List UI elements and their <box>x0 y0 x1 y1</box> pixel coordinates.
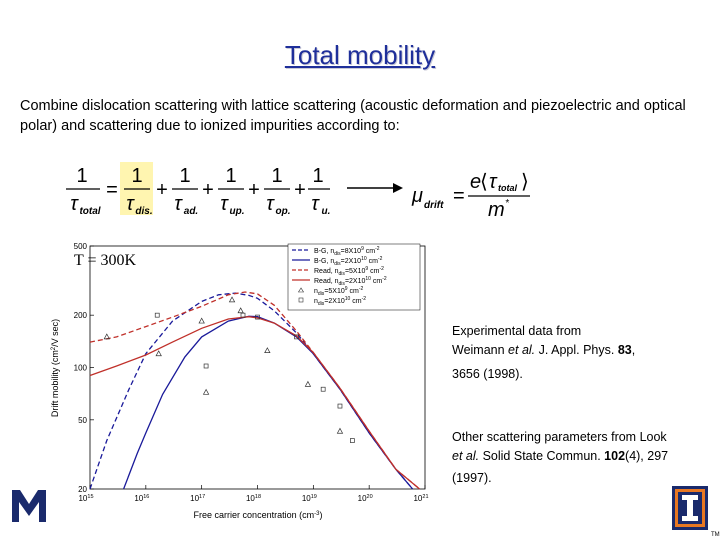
term-u: 1 τ u. <box>308 165 330 217</box>
series-line-1 <box>122 315 414 490</box>
data-point-square <box>337 403 343 409</box>
data-point-triangle <box>103 333 110 340</box>
legend-entry: B-G, ndis=2X1010 cm-2 <box>314 256 383 267</box>
data-point-triangle <box>336 427 344 434</box>
data-point-square <box>320 386 326 392</box>
total-scattering-equation: 1 τ total = 1 τ dis. + 1 τ ad. + 1 τ up.… <box>66 162 330 217</box>
x-tick-label: 1018 <box>246 494 261 503</box>
svg-text:τ: τ <box>489 171 498 193</box>
x-tick-label: 1017 <box>190 494 205 503</box>
y-tick-label: 50 <box>78 416 87 425</box>
data-point-square <box>294 334 299 340</box>
y-tick-label: 200 <box>74 311 88 320</box>
svg-text:op.: op. <box>276 206 291 217</box>
svg-text:⟨: ⟨ <box>480 171 488 193</box>
y-axis-label: Drift mobility (cm2/V sec) <box>50 319 60 417</box>
svg-text:1: 1 <box>312 165 323 187</box>
temperature-label: T = 300K <box>74 252 137 269</box>
y-tick-label: 500 <box>74 242 88 251</box>
legend-box <box>287 243 421 311</box>
trademark-mark: TM <box>711 532 720 538</box>
x-axis-label: Free carrier concentration (cm-3) <box>194 510 323 520</box>
data-point-triangle <box>264 347 271 354</box>
legend-marker <box>297 287 305 293</box>
department-logo-icon <box>12 490 46 522</box>
lhs-tau: τ <box>70 193 79 215</box>
svg-text:τ: τ <box>174 193 183 215</box>
intro-text: Combine dislocation scattering with latt… <box>20 98 686 134</box>
lhs-sub: total <box>79 206 100 217</box>
svg-text:+: + <box>156 179 168 201</box>
x-tick-label: 1016 <box>134 494 149 503</box>
svg-text:1: 1 <box>131 165 142 187</box>
svg-text:=: = <box>453 185 465 207</box>
term-dis: 1 τ dis. <box>124 165 153 217</box>
svg-text:+: + <box>248 179 260 201</box>
slide-title: Total mobility <box>284 40 436 70</box>
legend-entry: B-G, ndis=8X109 cm-2 <box>314 246 380 257</box>
data-point-triangle <box>202 388 210 395</box>
svg-text:e: e <box>470 171 481 193</box>
term-op: 1 τ op. <box>264 165 291 217</box>
svg-text:*: * <box>505 198 510 209</box>
svg-text:τ: τ <box>266 193 275 215</box>
svg-text:τ: τ <box>220 193 229 215</box>
experimental-data-note: Experimental data from Weimann et al. J.… <box>452 324 636 381</box>
svg-text:⟩: ⟩ <box>521 171 529 193</box>
svg-text:1: 1 <box>225 165 236 187</box>
data-point-square <box>240 312 246 318</box>
equals-sign: = <box>106 179 118 201</box>
y-tick-label: 20 <box>78 485 87 494</box>
term-up: 1 τ up. <box>218 165 245 217</box>
data-point-triangle <box>228 296 236 303</box>
drift-mobility-equation: μ drift = e ⟨ τ total ⟩ m * <box>411 171 530 221</box>
data-point-triangle <box>155 350 162 357</box>
mobility-chart: 1015 1016 1017 1018 1019 1020 1021 20 50 100 200 5… <box>50 242 429 520</box>
svg-text:dis.: dis. <box>135 206 152 217</box>
legend-entry: Read, ndis=5X109 cm-2 <box>314 266 384 277</box>
legend-entry: ndis=2X1010 cm-2 <box>314 296 366 307</box>
lhs-numerator: 1 <box>76 165 87 187</box>
svg-text:τ: τ <box>126 193 135 215</box>
svg-text:up.: up. <box>230 206 245 217</box>
legend-entry: ndis=5X109 cm-2 <box>314 286 363 297</box>
data-point-square <box>350 438 355 443</box>
data-point-triangle <box>304 380 312 387</box>
svg-text:m: m <box>488 199 505 221</box>
svg-text:drift: drift <box>424 200 444 211</box>
data-point-square <box>203 363 209 369</box>
svg-text:u.: u. <box>322 206 331 217</box>
data-point-square <box>154 312 160 318</box>
scattering-parameters-note: Other scattering parameters from Look et… <box>452 430 669 485</box>
svg-text:1: 1 <box>271 165 282 187</box>
data-point-square <box>255 314 260 320</box>
term-ad: 1 τ ad. <box>172 165 198 217</box>
svg-text:+: + <box>202 179 214 201</box>
x-tick-label: 1015 <box>78 494 93 503</box>
series-line-3 <box>89 316 421 490</box>
legend-marker <box>298 297 304 303</box>
data-point-triangle <box>237 307 244 314</box>
x-tick-label: 1021 <box>413 494 428 503</box>
svg-text:total: total <box>498 183 517 193</box>
svg-text:τ: τ <box>311 193 320 215</box>
svg-text:+: + <box>294 179 306 201</box>
y-tick-label: 100 <box>74 364 88 373</box>
svg-text:1: 1 <box>179 165 190 187</box>
svg-text:ad.: ad. <box>184 206 198 217</box>
x-tick-label: 1020 <box>358 494 373 503</box>
legend-entry: Read, ndis=2X1010 cm-2 <box>314 276 387 287</box>
x-tick-label: 1019 <box>302 494 317 503</box>
mu-symbol: μ <box>411 185 423 207</box>
university-logo-icon <box>672 486 708 530</box>
implies-arrow <box>347 183 403 193</box>
series-line-0 <box>89 292 414 490</box>
data-point-triangle <box>198 317 205 324</box>
